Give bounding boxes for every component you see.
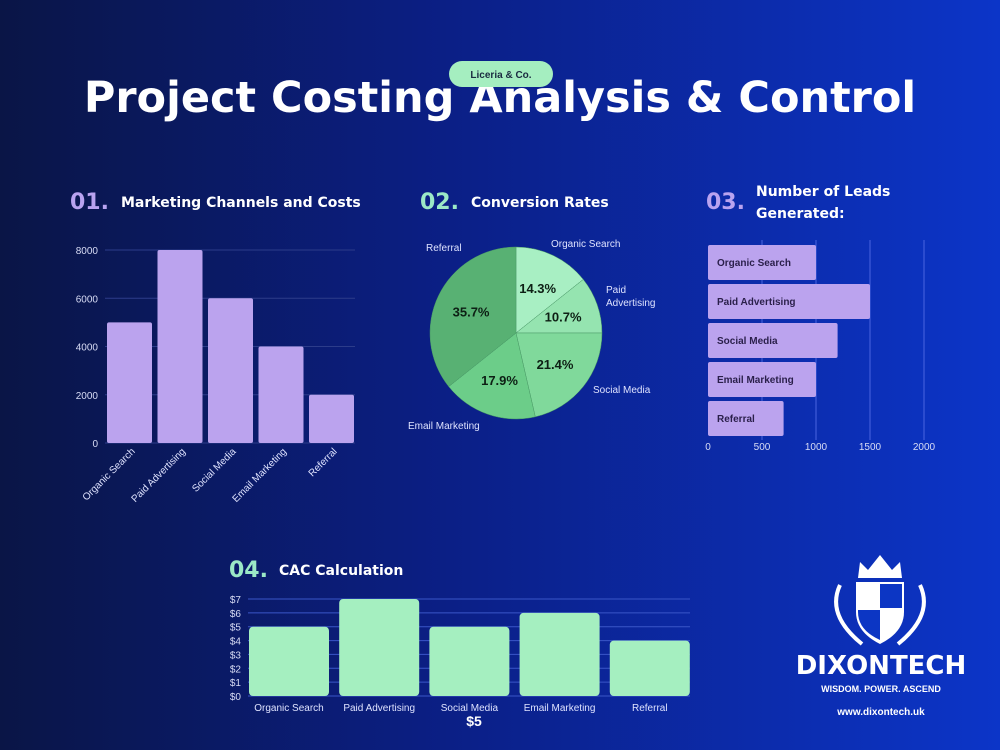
x-tick-label: Organic Search [81,446,138,503]
y-tick-label: $7 [230,595,242,606]
bar-label: Email Marketing [717,375,794,386]
bar [708,401,784,436]
section-2-title: Conversion Rates [471,195,609,211]
bar [708,284,870,319]
y-tick-label: $0 [230,692,242,703]
pie-slice [448,332,536,420]
x-tick-label: Referral [632,703,668,714]
pie-slice [515,246,584,334]
bar [249,626,329,696]
y-tick-label: $5 [230,623,242,634]
x-tick-label: Social Media [441,703,499,714]
bar [258,346,304,443]
slice-category-label: Social Media [593,385,651,396]
section-2-number: 02. [420,190,459,215]
laurel-right-icon [896,584,926,646]
x-tick-label: Social Media [190,446,239,495]
section-3-number: 03. [706,190,745,215]
bar [708,362,816,397]
bar [519,612,600,696]
brand-tagline: WISDOM. POWER. ASCEND [821,684,941,694]
slice-category-label: Organic Search [551,239,620,250]
slice-value-label: 21.4% [537,357,574,372]
bar [339,599,420,696]
x-tick-label: 2000 [913,442,936,453]
slice-value-label: 35.7% [453,304,490,319]
x-tick-label: Organic Search [254,703,323,714]
x-tick-label: Paid Advertising [130,446,188,504]
pie-slice [429,246,517,387]
bar [708,323,838,358]
x-tick-label: Referral [307,446,340,479]
y-tick-label: 8000 [76,246,99,257]
bar [107,322,152,443]
crown-icon [858,555,902,578]
slice-category-label: Paid [606,285,626,296]
bar [609,640,690,696]
slice-value-label: 17.9% [481,373,518,388]
bar [157,250,203,443]
y-tick-label: $2 [230,664,242,675]
x-tick-label: 1500 [859,442,882,453]
section-3-title-line2: Generated: [756,206,845,222]
y-tick-label: $3 [230,650,242,661]
laurel-left-icon [834,584,864,646]
chart-conversion-rates: 14.3% Organic Search 10.7% Paid Advertising 2… [408,239,655,432]
slice-value-label: 10.7% [545,310,582,325]
slice-category-label: Referral [426,243,462,254]
y-tick-label: 4000 [76,343,99,354]
section-4-title: CAC Calculation [279,563,403,579]
y-tick-label: $6 [230,609,242,620]
chart-cac: $0 $1 $2 $3 $4 $5 $6 $7 Organic Search Paid Adver… [230,595,690,714]
bar [309,394,354,443]
bar [708,245,816,280]
section-3-title-line1: Number of Leads [756,184,890,200]
bar-label: Referral [717,414,755,425]
x-tick-label: Paid Advertising [343,703,415,714]
section-1-title: Marketing Channels and Costs [121,195,361,211]
chart-leads-generated: 0 500 1000 1500 2000 Organic Search Paid Adver… [705,240,936,453]
company-badge [449,61,553,87]
bar-label: Paid Advertising [717,297,796,308]
slice-category-label: Email Marketing [408,421,480,432]
x-tick-label: 500 [754,442,771,453]
bar-label: Social Media [717,336,778,347]
pie-slice [515,332,603,418]
bar-label: Organic Search [717,258,791,269]
bar [429,626,510,696]
slice-category-label: Advertising [606,298,655,309]
brand-name: DIXONTECH [796,651,967,681]
y-tick-label: $1 [230,678,242,689]
company-badge-text: Liceria & Co. [470,70,531,81]
brand-url[interactable]: www.dixontech.uk [836,707,925,718]
x-tick-label: 0 [705,442,711,453]
title-block: Project Costing Analysis & Control Licer… [84,61,916,123]
y-tick-label: 0 [92,439,98,450]
x-tick-label: Email Marketing [231,446,289,504]
y-tick-label: $4 [230,637,242,648]
y-tick-label: 2000 [76,391,99,402]
x-tick-label: 1000 [805,442,828,453]
cac-annotation: $5 [466,713,482,729]
bar [208,298,253,443]
dixontech-logo: DIXONTECH WISDOM. POWER. ASCEND www.dixo… [796,555,967,718]
section-4-number: 04. [229,558,268,583]
section-1-number: 01. [70,190,109,215]
x-tick-label: Email Marketing [524,703,596,714]
slice-value-label: 14.3% [519,281,556,296]
y-tick-label: 6000 [76,294,99,305]
